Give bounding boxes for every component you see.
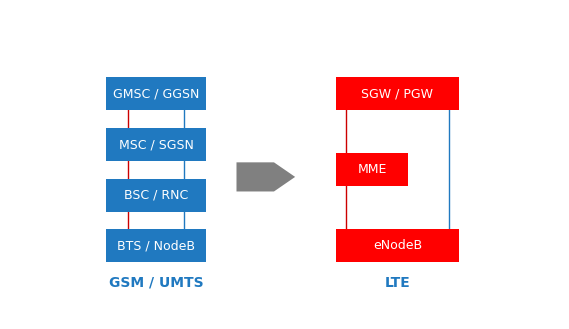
Text: GMSC / GGSN: GMSC / GGSN (113, 88, 199, 100)
FancyBboxPatch shape (336, 230, 459, 263)
Text: eNodeB: eNodeB (373, 240, 422, 252)
Polygon shape (237, 162, 295, 191)
Text: GSM / UMTS: GSM / UMTS (109, 276, 204, 290)
FancyBboxPatch shape (106, 78, 205, 111)
Text: BTS / NodeB: BTS / NodeB (117, 240, 195, 252)
FancyBboxPatch shape (336, 78, 459, 111)
Text: BSC / RNC: BSC / RNC (124, 189, 188, 202)
FancyBboxPatch shape (106, 128, 205, 161)
Text: MSC / SGSN: MSC / SGSN (118, 138, 193, 151)
FancyBboxPatch shape (106, 179, 205, 212)
Text: LTE: LTE (385, 276, 410, 290)
FancyBboxPatch shape (336, 153, 409, 187)
FancyBboxPatch shape (106, 230, 205, 263)
Text: MME: MME (357, 164, 387, 176)
Text: SGW / PGW: SGW / PGW (361, 88, 434, 100)
